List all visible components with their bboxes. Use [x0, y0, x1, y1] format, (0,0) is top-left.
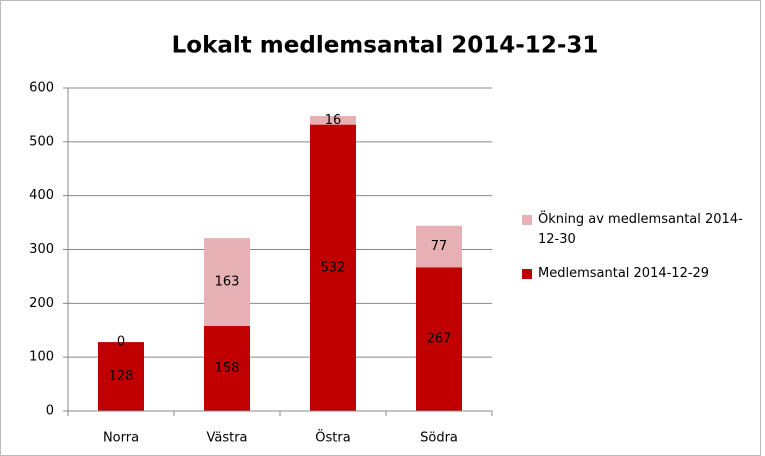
chart-title: Lokalt medlemsantal 2014-12-31	[172, 33, 599, 59]
y-tick-label: 400	[29, 188, 54, 203]
y-tick-label: 300	[29, 242, 54, 257]
legend-swatch	[522, 215, 532, 225]
bar-segment	[310, 115, 356, 125]
bar-segment	[204, 238, 250, 326]
data-label: 128	[109, 369, 134, 384]
legend-label: Ökning av medlemsantal 2014-12-30	[538, 212, 743, 247]
legend: Ökning av medlemsantal 2014-12-30 Medlems…	[522, 210, 757, 298]
x-tick-label: Östra	[315, 429, 350, 446]
bar-segment	[204, 325, 250, 411]
y-tick-label: 600	[29, 81, 54, 96]
bar-segment	[98, 342, 144, 411]
x-tick-label: Norra	[103, 431, 139, 446]
data-label: 532	[321, 260, 346, 275]
y-tick-label: 100	[29, 350, 54, 365]
y-tick-label: 200	[29, 296, 54, 311]
y-tick-label: 500	[29, 134, 54, 149]
data-label: 16	[325, 113, 342, 128]
x-tick-label: Södra	[420, 431, 458, 446]
bar-segment	[416, 267, 462, 411]
data-label: 77	[431, 239, 448, 254]
y-tick-label: 0	[46, 404, 54, 419]
legend-item: Medlemsantal 2014-12-29	[522, 264, 757, 284]
bar-segment	[310, 124, 356, 412]
legend-swatch	[522, 269, 532, 279]
data-label: 0	[117, 335, 125, 350]
x-tick-label: Västra	[206, 431, 247, 446]
legend-label: Medlemsantal 2014-12-29	[538, 266, 710, 281]
legend-item: Ökning av medlemsantal 2014-12-30	[522, 210, 757, 250]
data-label: 158	[215, 361, 240, 376]
bar-segment	[416, 225, 462, 268]
data-label: 163	[215, 275, 240, 290]
data-label: 267	[427, 332, 452, 347]
